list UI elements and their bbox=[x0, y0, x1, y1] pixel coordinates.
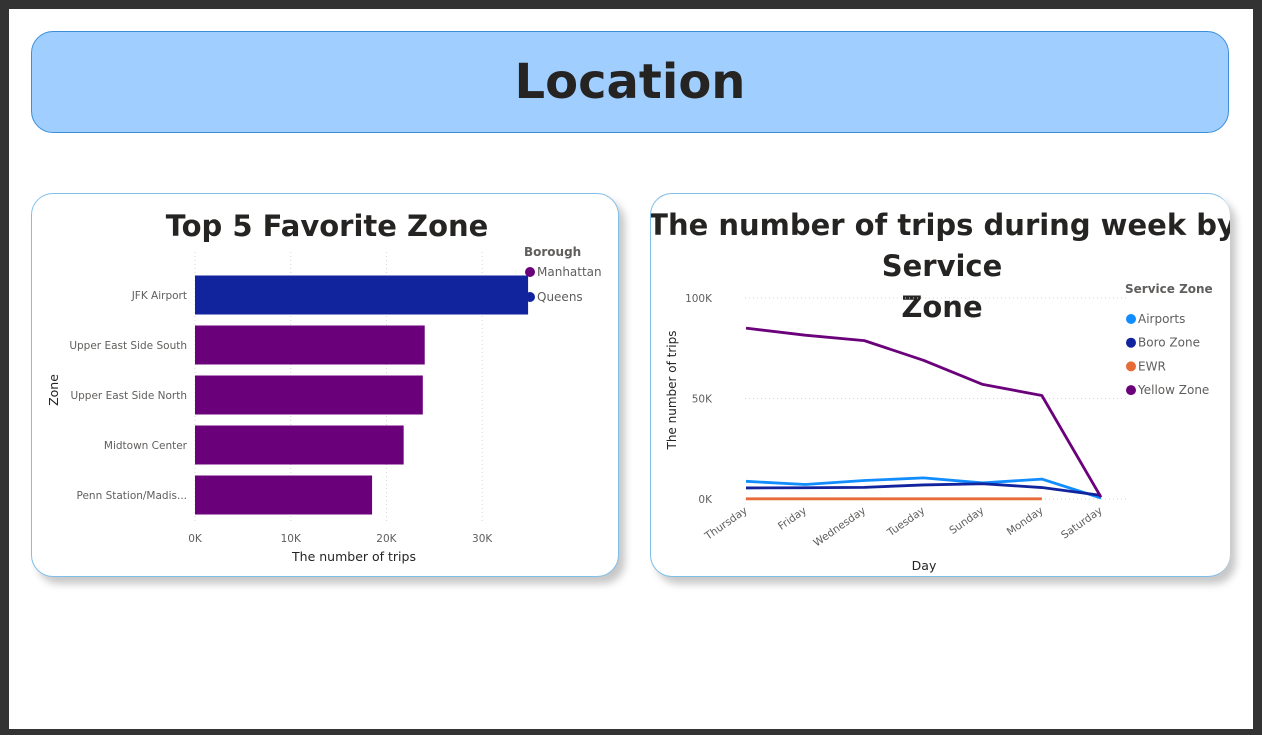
chart-title-line-3: Zone bbox=[901, 290, 982, 324]
page-header: Location bbox=[31, 31, 1229, 133]
chart-title-line-1: The number of trips during week by bbox=[651, 208, 1230, 242]
legend-label: Airports bbox=[1138, 312, 1185, 326]
y-tick-label: Midtown Center bbox=[104, 440, 188, 452]
weekly-trips-chart-card[interactable]: The number of trips during week by Servi… bbox=[650, 193, 1230, 577]
x-tick-label: 30K bbox=[472, 533, 493, 545]
bar bbox=[195, 425, 404, 465]
series-line bbox=[745, 482, 1102, 497]
bar bbox=[195, 325, 425, 365]
x-tick-label: Wednesday bbox=[811, 505, 868, 550]
x-tick-label: Saturday bbox=[1059, 505, 1105, 542]
y-tick-label: Upper East Side South bbox=[69, 340, 187, 352]
legend-marker bbox=[525, 292, 535, 302]
y-tick-label: Upper East Side North bbox=[70, 390, 187, 402]
y-axis-label: Zone bbox=[46, 374, 61, 406]
x-tick-label: Friday bbox=[776, 505, 809, 533]
bar bbox=[195, 275, 529, 315]
legend-marker bbox=[1126, 385, 1136, 396]
series-line bbox=[745, 326, 1103, 498]
y-tick-label: 100K bbox=[685, 293, 713, 305]
y-tick-label: JFK Airport bbox=[131, 290, 187, 302]
y-tick-label: Penn Station/Madis... bbox=[77, 490, 188, 502]
bar bbox=[195, 475, 373, 515]
top-zones-bar-chart: Top 5 Favorite Zone The number of trips … bbox=[46, 209, 602, 564]
legend-label: Manhattan bbox=[537, 265, 602, 279]
x-tick-label: 0K bbox=[188, 533, 203, 545]
x-tick-label: Monday bbox=[1005, 505, 1046, 539]
report-page: Location Top 5 Favorite Zone The number … bbox=[9, 9, 1253, 729]
x-tick-label: Tuesday bbox=[885, 505, 928, 540]
bar bbox=[195, 375, 423, 415]
legend-label: Queens bbox=[537, 290, 583, 304]
page-title: Location bbox=[514, 54, 746, 110]
x-tick-label: 10K bbox=[281, 533, 302, 545]
chart-title-line-2: Service bbox=[882, 249, 1003, 283]
legend-marker bbox=[1126, 337, 1136, 348]
series-line bbox=[745, 476, 1102, 500]
top-zones-chart-card[interactable]: Top 5 Favorite Zone The number of trips … bbox=[31, 193, 619, 577]
weekly-trips-line-chart: The number of trips during week by Servi… bbox=[651, 208, 1230, 573]
legend-marker bbox=[525, 267, 535, 277]
legend-marker bbox=[1126, 361, 1136, 372]
legend-title: Borough bbox=[524, 245, 581, 259]
y-tick-label: 50K bbox=[692, 394, 713, 406]
chart-title: Top 5 Favorite Zone bbox=[166, 209, 489, 243]
y-tick-label: 0K bbox=[698, 494, 713, 506]
legend-title: Service Zone bbox=[1125, 282, 1213, 296]
x-tick-label: Sunday bbox=[947, 505, 986, 537]
legend-label: EWR bbox=[1138, 359, 1166, 373]
legend-label: Yellow Zone bbox=[1137, 383, 1209, 397]
x-tick-label: 20K bbox=[376, 533, 397, 545]
x-axis-label: The number of trips bbox=[291, 549, 416, 564]
x-axis-label: Day bbox=[912, 558, 937, 573]
legend-marker bbox=[1126, 314, 1136, 324]
legend-label: Boro Zone bbox=[1138, 336, 1200, 350]
x-tick-label: Thursday bbox=[702, 505, 750, 543]
y-axis-label: The number of trips bbox=[665, 330, 679, 450]
